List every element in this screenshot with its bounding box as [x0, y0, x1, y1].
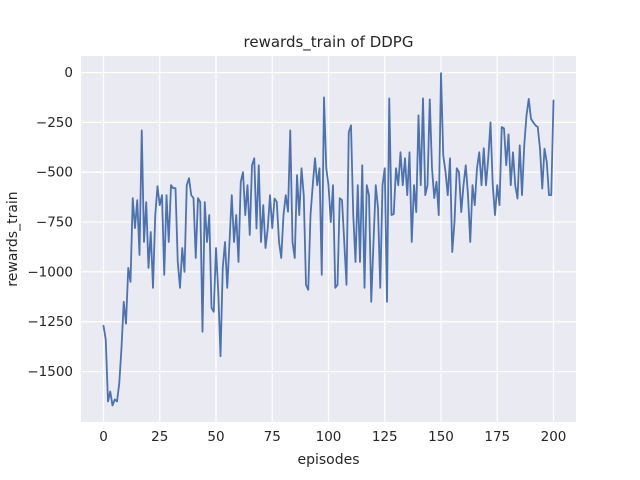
y-tick-label: 0: [64, 65, 73, 81]
x-tick-label: 75: [264, 429, 281, 445]
y-tick-label: −500: [36, 165, 73, 181]
x-tick-label: 125: [372, 429, 398, 445]
chart-title: rewards_train of DDPG: [243, 33, 414, 51]
x-tick-label: 150: [428, 429, 454, 445]
y-tick-label: −750: [36, 215, 73, 231]
x-tick-label: 200: [541, 429, 567, 445]
reward-line: [102, 72, 555, 407]
y-tick-label: −250: [36, 115, 73, 131]
x-tick-label: 25: [151, 429, 168, 445]
x-tick-label: 100: [316, 429, 342, 445]
x-tick-label: 175: [484, 429, 510, 445]
x-tick-label: 0: [99, 429, 108, 445]
y-tick-label: −1000: [27, 264, 73, 280]
y-axis-label: rewards_train: [5, 191, 21, 287]
y-tick-label: −1250: [27, 314, 73, 330]
x-axis-label: episodes: [297, 452, 360, 468]
y-tick-label: −1500: [27, 364, 73, 380]
x-tick-label: 50: [207, 429, 224, 445]
